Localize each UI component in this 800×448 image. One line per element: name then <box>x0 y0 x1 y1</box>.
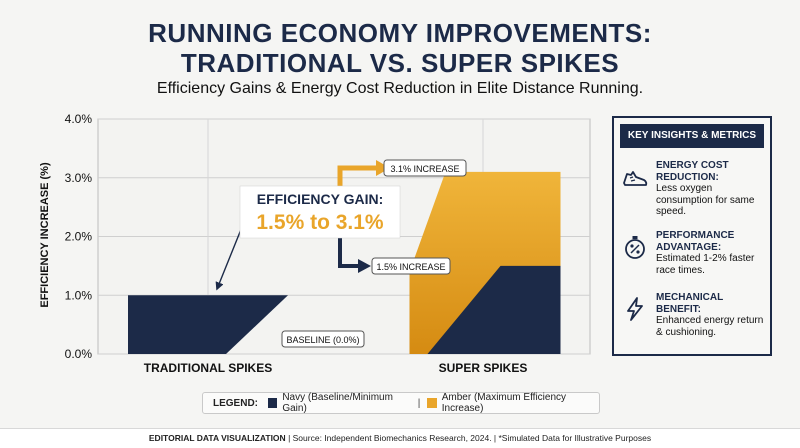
y-tick-label: 4.0% <box>65 112 93 126</box>
footer-source: | Source: Independent Biomechanics Resea… <box>288 433 652 443</box>
insights-title: KEY INSIGHTS & METRICS <box>620 124 764 148</box>
stopwatch-percent-icon <box>625 236 645 259</box>
legend-separator: | <box>417 397 421 409</box>
min-increase-label: 1.5% INCREASE <box>376 262 445 272</box>
insight-text: Less oxygen consumption for same speed. <box>656 183 755 217</box>
y-tick-labels: 0.0% 1.0% 2.0% 3.0% 4.0% <box>65 112 93 361</box>
y-tick-label: 0.0% <box>65 347 93 361</box>
insight-heading: PERFORMANCE ADVANTAGE: <box>656 230 735 253</box>
max-increase-label: 3.1% INCREASE <box>390 164 459 174</box>
y-tick-label: 3.0% <box>65 171 93 185</box>
chart-legend: LEGEND: Navy (Baseline/Minimum Gain) | A… <box>202 392 600 414</box>
y-tick-label: 1.0% <box>65 288 93 302</box>
legend-title: LEGEND: <box>213 397 258 409</box>
x-category-label: TRADITIONAL SPIKES <box>144 361 272 375</box>
chart-title: RUNNING ECONOMY IMPROVEMENTS: TRADITIONA… <box>0 18 800 78</box>
gain-value: 1.5% to 3.1% <box>256 211 384 234</box>
shoe-icon <box>623 171 648 186</box>
footer: EDITORIAL DATA VISUALIZATION | Source: I… <box>0 428 800 448</box>
min-label-box <box>371 257 451 275</box>
footer-title: EDITORIAL DATA VISUALIZATION <box>148 433 286 443</box>
chart-subtitle: Efficiency Gains & Energy Cost Reduction… <box>156 80 644 97</box>
min-increase-arrowhead <box>358 259 371 273</box>
title-line-1: RUNNING ECONOMY IMPROVEMENTS: <box>148 18 652 48</box>
y-tick-label: 2.0% <box>65 230 93 244</box>
gain-title: EFFICIENCY GAIN: <box>257 191 384 207</box>
legend-label-navy: Navy (Baseline/Minimum Gain) <box>282 392 393 414</box>
legend-swatch-amber <box>427 398 437 408</box>
legend-label-amber: Amber (Maximum Efficiency Increase) <box>441 392 567 414</box>
x-category-label: SUPER SPIKES <box>439 361 528 375</box>
min-increase-arrow <box>338 232 360 268</box>
y-axis-label: EFFICIENCY INCREASE (%) <box>39 162 51 308</box>
baseline-label: BASELINE (0.0%) <box>286 335 359 345</box>
x-category-labels: TRADITIONAL SPIKES SUPER SPIKES <box>144 361 528 375</box>
insight-text: Estimated 1-2% faster race times. <box>656 253 755 276</box>
chart-bars <box>128 171 561 354</box>
insight-heading: ENERGY COST REDUCTION: <box>656 160 729 183</box>
baseline-label-box <box>281 330 365 348</box>
legend-swatch-navy <box>268 398 278 408</box>
title-line-2: TRADITIONAL VS. SUPER SPIKES <box>180 48 620 78</box>
max-increase-arrowhead <box>376 160 390 176</box>
insight-heading: MECHANICAL BENEFIT: <box>656 292 724 315</box>
lightning-icon <box>627 297 643 321</box>
bar-traditional-navy <box>128 295 288 354</box>
insights-panel: KEY INSIGHTS & METRICS ENERGY COST REDUC… <box>612 116 772 356</box>
bar-super-navy <box>427 265 561 354</box>
gain-callout-box <box>239 185 401 239</box>
gain-pointer-arrow <box>215 221 245 291</box>
max-label-box <box>383 159 467 177</box>
insight-text: Enhanced energy return & cushioning. <box>656 315 764 338</box>
